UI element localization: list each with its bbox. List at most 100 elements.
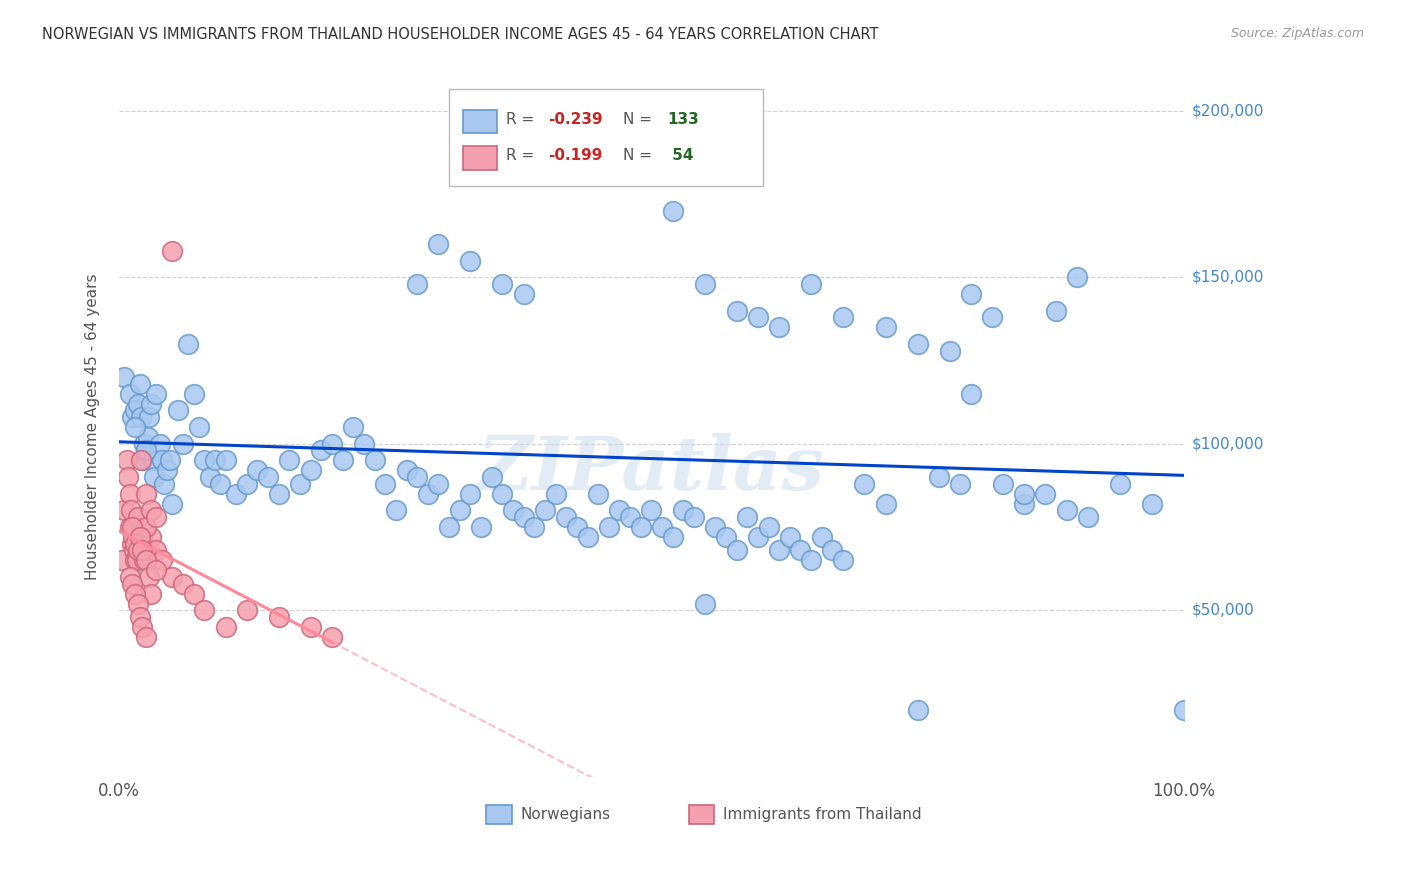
FancyBboxPatch shape [689,805,714,824]
Point [619,120,641,135]
Point [236,603,259,617]
Point [118,520,141,534]
Point [143,470,166,484]
Point [183,586,205,600]
Point [991,476,1014,491]
Point [128,530,150,544]
Point [138,543,160,558]
Point [156,463,179,477]
Point [132,436,155,450]
Text: Norwegians: Norwegians [520,807,610,822]
Point [135,486,157,500]
Point [198,470,221,484]
Point [166,403,188,417]
Point [150,553,173,567]
Point [640,503,662,517]
Point [1173,703,1195,717]
Point [800,553,823,567]
Point [735,510,758,524]
Point [907,336,929,351]
Text: $200,000: $200,000 [1192,103,1264,119]
Point [875,320,897,334]
Point [800,277,823,291]
Point [427,476,450,491]
Point [145,543,167,558]
Point [586,486,609,500]
Point [257,470,280,484]
Point [544,486,567,500]
Point [214,620,236,634]
Point [152,476,174,491]
Point [949,476,972,491]
Point [460,253,482,268]
Point [758,520,780,534]
Point [491,486,513,500]
Point [1012,497,1035,511]
Point [267,610,290,624]
Point [124,420,146,434]
Point [576,530,599,544]
Point [1033,486,1056,500]
FancyBboxPatch shape [486,805,512,824]
Point [204,453,226,467]
Point [406,277,429,291]
Point [139,586,162,600]
Point [534,503,557,517]
Point [959,286,981,301]
Point [145,510,167,524]
Point [131,453,153,467]
Point [725,543,748,558]
Text: N =: N = [623,148,657,163]
Point [193,603,215,617]
Text: -0.199: -0.199 [548,148,603,163]
Point [981,310,1004,325]
Point [311,443,333,458]
Point [121,576,143,591]
Point [619,510,641,524]
Point [145,563,167,577]
Point [288,476,311,491]
Point [135,630,157,644]
Point [779,530,801,544]
Point [512,510,534,524]
Point [661,530,683,544]
Point [187,420,209,434]
Text: N =: N = [623,112,657,127]
FancyBboxPatch shape [463,146,496,169]
Point [121,536,143,550]
Point [127,553,149,567]
Point [406,470,429,484]
Point [124,586,146,600]
Point [183,386,205,401]
Point [122,530,145,544]
Point [609,503,631,517]
Point [938,343,960,358]
Point [427,236,450,251]
Point [129,610,152,624]
Text: Source: ZipAtlas.com: Source: ZipAtlas.com [1230,27,1364,40]
Point [139,503,162,517]
Point [193,453,215,467]
Point [299,620,322,634]
Text: $150,000: $150,000 [1192,269,1264,285]
Point [120,503,142,517]
Point [138,410,160,425]
Point [555,510,578,524]
Point [449,503,471,517]
Point [747,310,769,325]
Point [127,510,149,524]
Point [131,530,153,544]
Point [321,630,343,644]
Text: R =: R = [506,112,538,127]
Point [565,520,588,534]
Point [112,503,135,517]
Point [630,520,652,534]
Point [127,597,149,611]
Text: ZIPatlas: ZIPatlas [478,433,825,505]
Text: R =: R = [506,148,538,163]
Point [1056,503,1078,517]
Point [135,553,157,567]
Text: $50,000: $50,000 [1192,603,1254,618]
Point [353,436,375,450]
Point [704,520,727,534]
